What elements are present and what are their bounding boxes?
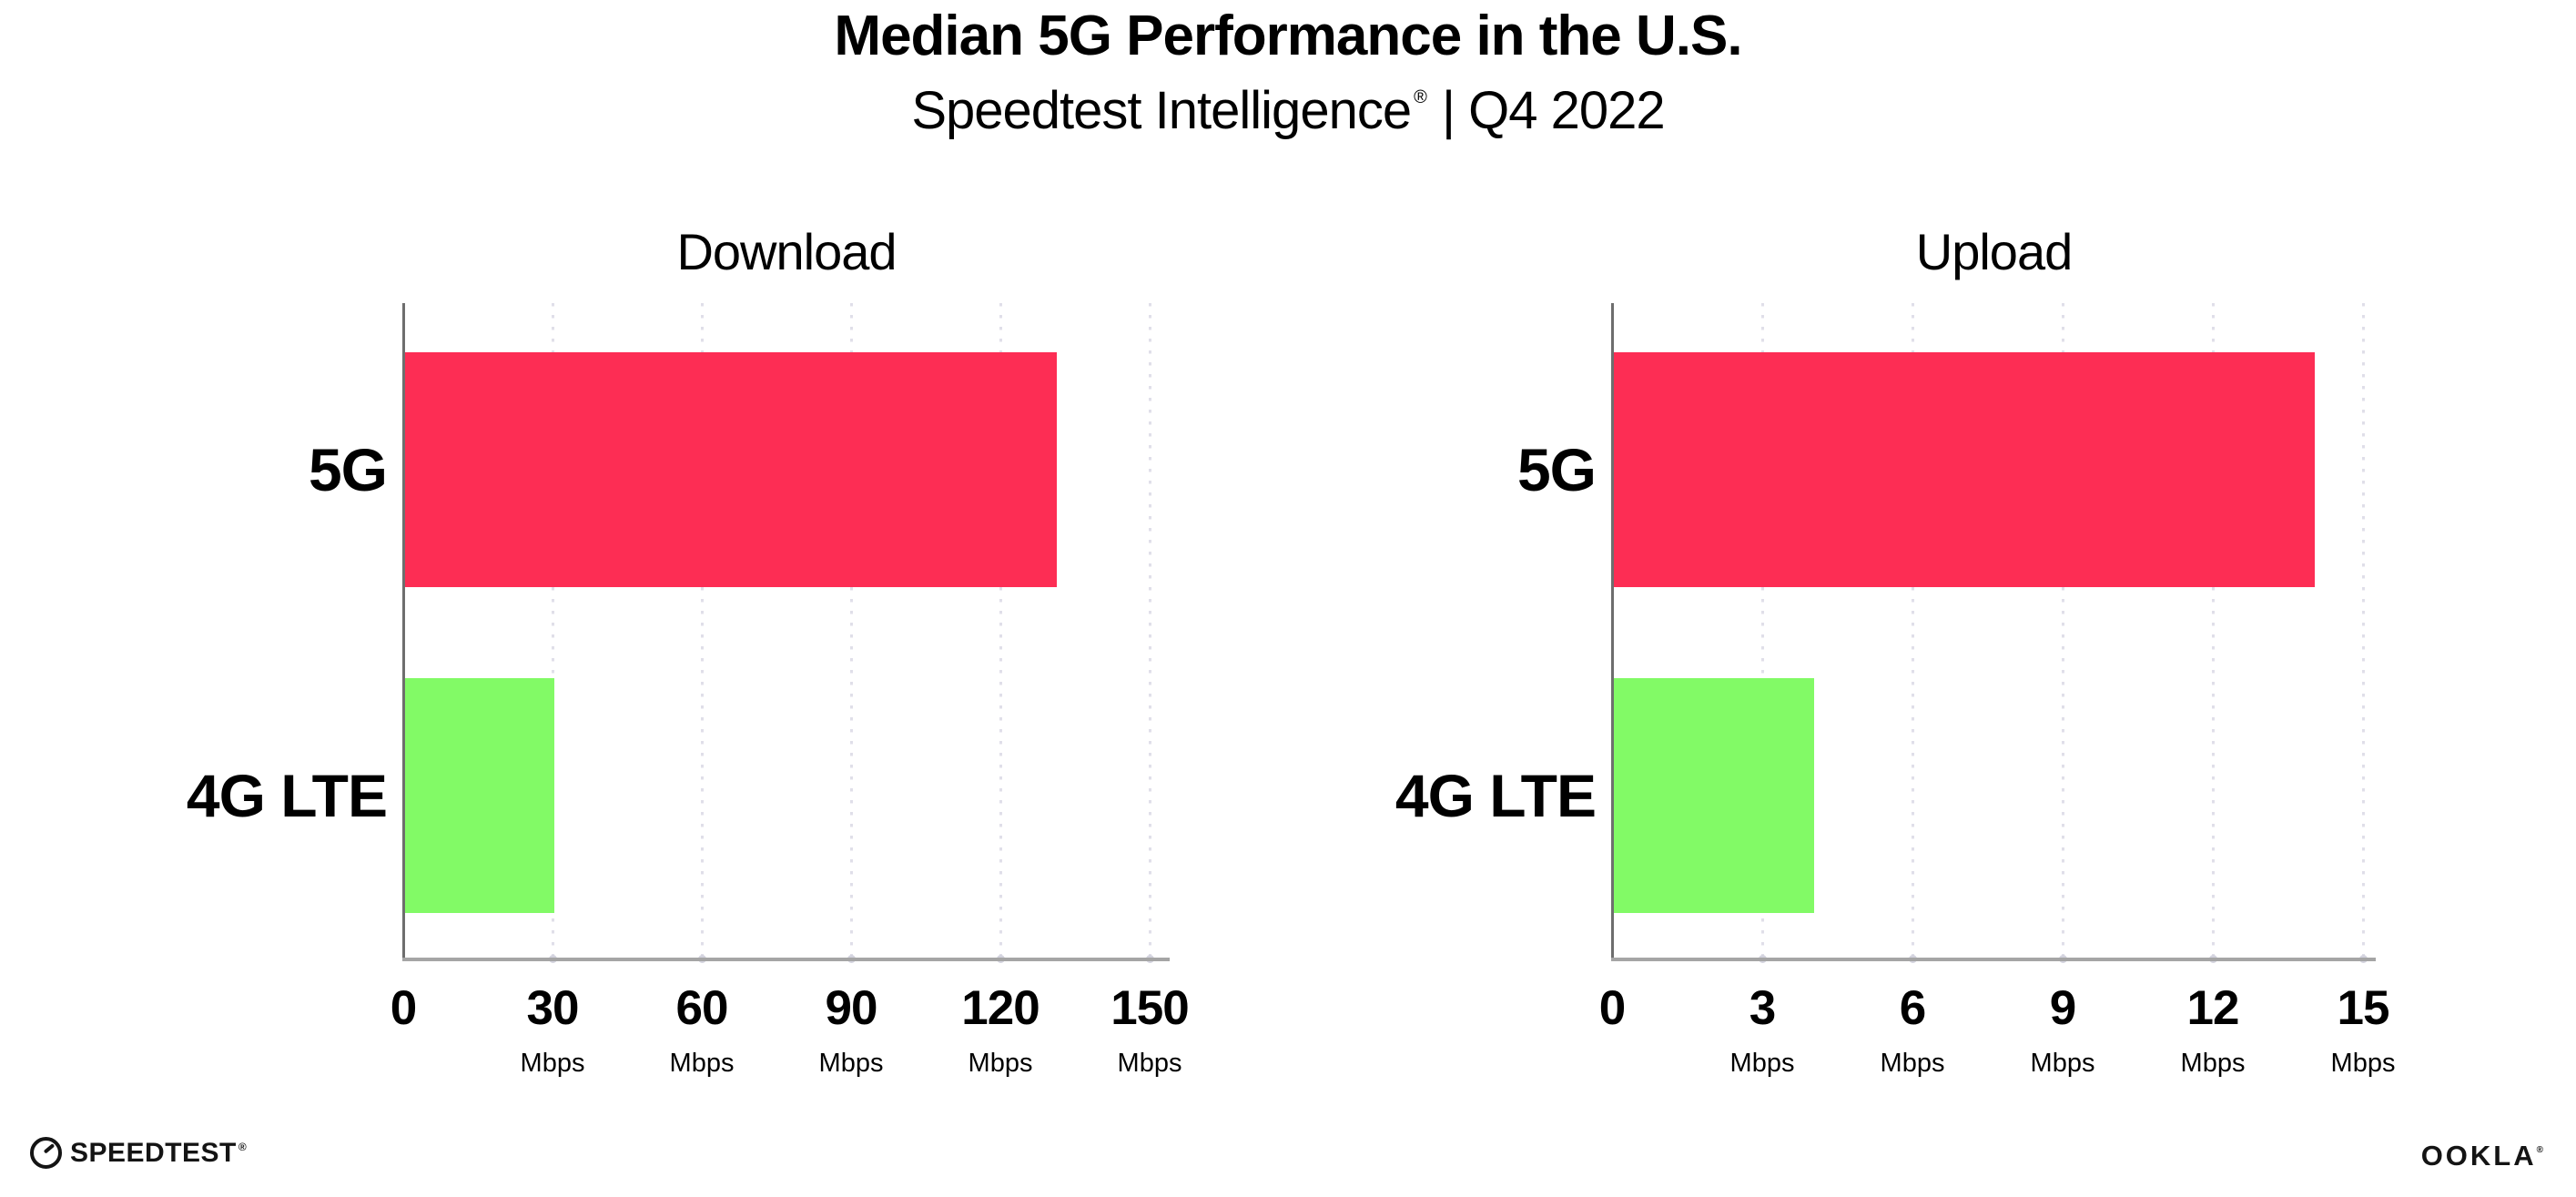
x-axis-line bbox=[402, 958, 1170, 961]
speedtest-gauge-icon bbox=[30, 1137, 62, 1169]
ookla-wordmark-text: OOKLA bbox=[2420, 1140, 2537, 1172]
tick-label: 150 bbox=[1111, 981, 1189, 1035]
gridline bbox=[849, 303, 853, 958]
tick-label: 6 bbox=[1899, 981, 1926, 1035]
tick-unit-label: Mbps bbox=[2330, 1049, 2396, 1078]
speedtest-trademark-icon: ® bbox=[238, 1140, 248, 1153]
tick-unit-label: Mbps bbox=[1880, 1049, 1945, 1078]
ookla-logo: OOKLA® bbox=[2421, 1140, 2543, 1172]
tick-label: 0 bbox=[390, 981, 417, 1035]
registered-trademark-icon: ® bbox=[1414, 87, 1427, 107]
category-label: 4G LTE bbox=[186, 762, 388, 829]
category-label: 5G bbox=[1516, 436, 1597, 503]
tick-unit-label: Mbps bbox=[669, 1049, 735, 1078]
speedtest-wordmark-text: SPEEDTEST bbox=[70, 1137, 237, 1168]
gridline bbox=[1148, 303, 1151, 958]
tick-label: 90 bbox=[825, 981, 878, 1035]
page-subtitle: Speedtest Intelligence ® | Q4 2022 bbox=[0, 80, 2576, 141]
chart-title-upload: Upload bbox=[1915, 223, 2073, 280]
page-title: Median 5G Performance in the U.S. bbox=[834, 5, 1742, 67]
tick-label: 12 bbox=[2186, 981, 2240, 1035]
y-axis-line bbox=[402, 303, 405, 958]
tick-label: 9 bbox=[2049, 981, 2076, 1035]
speedtest-logo: SPEEDTEST ® bbox=[30, 1137, 247, 1169]
tick-label: 3 bbox=[1749, 981, 1776, 1035]
tick-label: 120 bbox=[961, 981, 1040, 1035]
bar-4g-lte-download bbox=[405, 678, 554, 913]
category-label: 5G bbox=[308, 436, 388, 503]
tick-label: 0 bbox=[1598, 981, 1626, 1035]
tick-unit-label: Mbps bbox=[520, 1049, 585, 1078]
tick-label: 60 bbox=[675, 981, 729, 1035]
bar-5g-download bbox=[405, 352, 1058, 587]
ookla-trademark-icon: ® bbox=[2536, 1145, 2543, 1155]
category-label: 4G LTE bbox=[1394, 762, 1597, 829]
tick-unit-label: Mbps bbox=[1117, 1049, 1182, 1078]
y-axis-line bbox=[1611, 303, 1614, 958]
gridline bbox=[2061, 303, 2064, 958]
bar-4g-lte-upload bbox=[1614, 678, 1814, 913]
x-axis-line bbox=[1611, 958, 2376, 961]
gridline bbox=[1911, 303, 1914, 958]
gridline bbox=[551, 303, 554, 958]
tick-label: 30 bbox=[526, 981, 580, 1035]
gridline bbox=[700, 303, 704, 958]
tick-unit-label: Mbps bbox=[2180, 1049, 2246, 1078]
gauge-needle-icon bbox=[43, 1143, 56, 1154]
tick-unit-label: Mbps bbox=[968, 1049, 1033, 1078]
speedtest-wordmark: SPEEDTEST ® bbox=[70, 1138, 247, 1169]
chart-title-download: Download bbox=[676, 223, 897, 280]
tick-unit-label: Mbps bbox=[1729, 1049, 1795, 1078]
subtitle-period: | Q4 2022 bbox=[1427, 81, 1666, 140]
bar-5g-upload bbox=[1614, 352, 2315, 587]
gridline bbox=[2211, 303, 2215, 958]
gridline bbox=[2361, 303, 2365, 958]
tick-unit-label: Mbps bbox=[2030, 1049, 2095, 1078]
tick-label: 15 bbox=[2337, 981, 2390, 1035]
gridline bbox=[999, 303, 1002, 958]
gridline bbox=[1760, 303, 1764, 958]
tick-unit-label: Mbps bbox=[818, 1049, 884, 1078]
subtitle-brand: Speedtest Intelligence bbox=[911, 81, 1412, 140]
